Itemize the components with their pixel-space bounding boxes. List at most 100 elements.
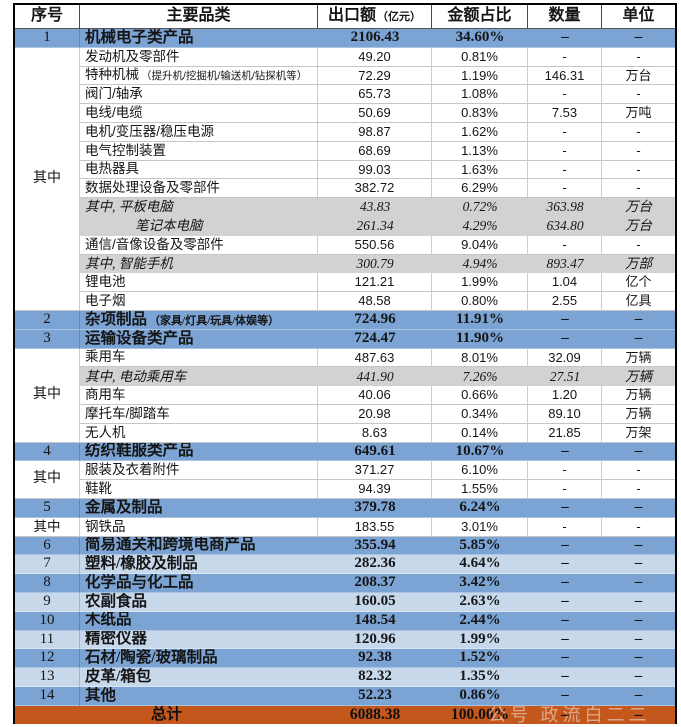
table-row: 鞋靴 94.39 1.55% - - [15,480,675,499]
share-cell: 0.72% [432,198,528,217]
share-cell: 0.81% [432,47,528,67]
category-label: 化学品与化工品 [85,574,194,591]
quantity-cell: 2.55 [528,292,602,311]
export-amount-cell: 371.27 [318,461,432,481]
unit-cell: 万架 [602,423,675,443]
share-cell: 4.29% [432,216,528,236]
category-label: 发动机及零部件 [85,48,180,64]
table-row: 阀门/轴承 65.73 1.08% - - [15,85,675,105]
category-label: 摩托车/脚踏车 [85,405,170,421]
export-amount-cell: 160.05 [318,592,432,612]
unit-cell: 万辆 [602,367,675,387]
quantity-cell: 363.98 [528,198,602,217]
serial-cell: 其中 [15,517,80,537]
table-row: 电热器具 99.03 1.63% - - [15,160,675,180]
share-cell: 0.83% [432,104,528,123]
share-cell: 1.13% [432,141,528,161]
quantity-cell: 27.51 [528,367,602,387]
category-label: 电热器具 [85,161,139,177]
table-row: 2 杂项制品 （家具/灯具/玩具/体娱等） 724.96 11.91% – – [15,310,675,330]
category-cell: 电气控制装置 [80,141,318,161]
quantity-cell: – [528,555,602,575]
category-label: 石材/陶瓷/玻璃制品 [85,649,218,667]
table-row: 12 石材/陶瓷/玻璃制品 92.38 1.52% – – [15,649,675,669]
category-cell: 简易通关和跨境电商产品 [80,536,318,556]
export-amount-cell: 487.63 [318,348,432,368]
table-row: 1 机械电子类产品 2106.43 34.60% – – [15,29,675,48]
export-amount-cell: 94.39 [318,480,432,499]
export-amount-cell: 355.94 [318,536,432,556]
export-amount-cell: 6088.38 [318,705,432,725]
category-label: 电子烟 [85,292,126,308]
export-amount-cell: 441.90 [318,367,432,387]
serial-cell: 6 [15,536,80,556]
unit-cell: 万辆 [602,386,675,405]
quantity-cell: 7.53 [528,104,602,123]
unit-cell: - [602,179,675,199]
unit-cell: – [602,668,675,687]
export-amount-cell: 92.38 [318,649,432,669]
table-row: 11 精密仪器 120.96 1.99% – – [15,630,675,650]
category-label: 简易通关和跨境电商产品 [85,536,256,554]
table-row: 8 化学品与化工品 208.37 3.42% – – [15,574,675,593]
serial-cell: 13 [15,668,80,687]
quantity-cell: – [528,592,602,612]
category-label: 其他 [85,686,117,704]
category-label: 电机/变压器/稳压电源 [85,123,215,139]
category-cell: 锂电池 [80,273,318,293]
table-row: 5 金属及制品 379.78 6.24% – – [15,498,675,518]
category-label: 其中, 平板电脑 [85,199,173,215]
export-amount-cell: 68.69 [318,141,432,161]
table-row: 商用车 40.06 0.66% 1.20 万辆 [15,386,675,405]
export-amount-cell: 98.87 [318,122,432,142]
quantity-cell: - [528,179,602,199]
share-cell: 34.60% [432,29,528,48]
category-label: 皮革/箱包 [85,668,152,685]
table-row: 特种机械 （提升机/挖掘机/输送机/钻探机等） 72.29 1.19% 146.31 万台 [15,66,675,86]
serial-cell: 8 [15,574,80,593]
category-label: 其中, 智能手机 [85,255,173,271]
export-amount-cell: 120.96 [318,630,432,650]
category-label: 杂项制品 [85,310,148,328]
export-amount-cell: 50.69 [318,104,432,123]
share-cell: 11.90% [432,329,528,349]
serial-cell: 1 [15,29,80,48]
serial-cell: 14 [15,686,80,706]
category-cell: 其中, 电动乘用车 [80,367,318,387]
unit-cell: 万台 [602,216,675,236]
serial-cell: 2 [15,310,80,330]
share-cell: 1.19% [432,66,528,86]
unit-cell: - [602,517,675,537]
unit-cell: - [602,480,675,499]
unit-cell: - [602,160,675,180]
header-quantity: 数量 [528,5,602,29]
share-cell: 2.44% [432,611,528,631]
table-row: 4 纺织鞋服类产品 649.61 10.67% – – [15,442,675,462]
category-cell: 鞋靴 [80,480,318,499]
category-cell: 钢铁品 [80,517,318,537]
category-cell: 摩托车/脚踏车 [80,404,318,424]
share-cell: 1.99% [432,630,528,650]
unit-cell: - [602,141,675,161]
table-row: 其中 乘用车 487.63 8.01% 32.09 万辆 [15,348,675,443]
category-cell: 笔记本电脑 [80,216,318,236]
category-cell: 乘用车 [80,348,318,368]
category-cell: 机械电子类产品 [80,29,318,48]
quantity-cell: - [528,517,602,537]
share-cell: 2.63% [432,592,528,612]
table-row: 其中, 电动乘用车 441.90 7.26% 27.51 万辆 [15,367,675,387]
table-row: 3 运输设备类产品 724.47 11.90% – – [15,329,675,349]
category-label: 精密仪器 [85,630,148,648]
quantity-cell: – [528,611,602,631]
table-row: 数据处理设备及零部件 382.72 6.29% - - [15,179,675,199]
category-label: 数据处理设备及零部件 [85,180,220,196]
quantity-cell: - [528,461,602,481]
category-label: 锂电池 [85,274,126,290]
serial-cell: 11 [15,630,80,650]
table-row: 13 皮革/箱包 82.32 1.35% – – [15,668,675,687]
quantity-cell: – [528,630,602,650]
table-row: 7 塑料/橡胶及制品 282.36 4.64% – – [15,555,675,575]
unit-cell: – [602,592,675,612]
category-cell: 精密仪器 [80,630,318,650]
table-row: 电子烟 48.58 0.80% 2.55 亿具 [15,292,675,311]
